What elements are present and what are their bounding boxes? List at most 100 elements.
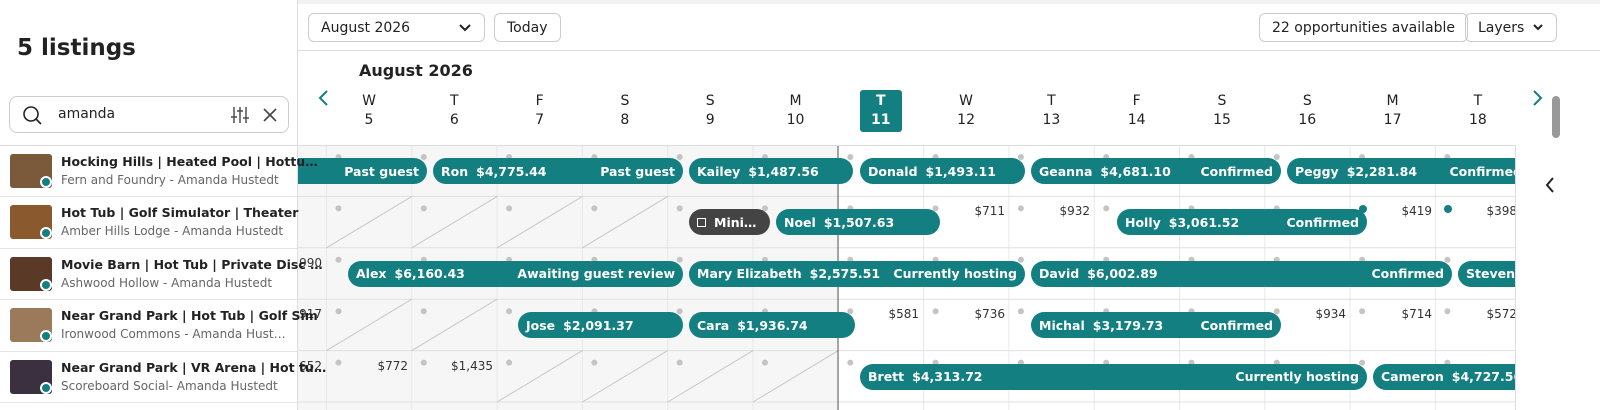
side-panel [1515, 145, 1600, 410]
cell-dot [335, 308, 342, 315]
weekday: S [620, 93, 630, 109]
cell-dot [335, 359, 342, 366]
clear-icon[interactable] [262, 107, 278, 123]
weekday: S [705, 93, 715, 109]
booking-bar[interactable]: Ron $4,775.44 Past guest [433, 158, 683, 184]
price: $398 [1486, 204, 1515, 219]
cell-dot [1273, 154, 1280, 160]
booking-bar[interactable]: Jose $2,091.37 [518, 312, 683, 339]
booking-bar[interactable]: Mini… [689, 209, 770, 236]
weekday: F [535, 93, 544, 109]
booking-amount: $2,091.37 [563, 317, 634, 333]
layers-button[interactable]: Layers [1465, 13, 1557, 42]
today-button[interactable]: Today [494, 13, 561, 42]
booking-bar[interactable]: Cara $1,936.74 [689, 312, 855, 339]
date: 18 [1468, 112, 1487, 128]
booking-guest: Mini… [714, 214, 757, 230]
blocked-cell [326, 195, 413, 249]
booking-bar[interactable]: Peggy $2,281.84 Confirmed [1287, 158, 1515, 184]
month-picker[interactable]: August 2026 [308, 13, 485, 42]
booking-guest: Peggy [1295, 163, 1339, 179]
scrollbar[interactable] [1552, 96, 1560, 138]
weekday: T [450, 93, 459, 109]
weekday: W [362, 93, 376, 109]
booking-bar[interactable]: David $6,002.89 Confirmed [1031, 260, 1452, 287]
booking-status: Confirmed [1371, 266, 1444, 282]
booking-bar[interactable]: Kailey $1,487.56 [689, 158, 853, 184]
listing-row[interactable]: Near Grand Park | VR Arena | Hot tu… Scor… [0, 352, 326, 403]
booking-bar[interactable]: Mary Elizabeth $2,575.51 Currently hosting [689, 260, 1025, 287]
search-text: amanda [58, 106, 116, 122]
booking-status: Past guest [600, 163, 675, 179]
cell-dot [420, 154, 427, 160]
cell-dot [420, 359, 427, 366]
toolbar-divider [298, 50, 1600, 51]
listing-row[interactable]: Movie Barn | Hot Tub | Private Disc … Ash… [0, 249, 323, 301]
blocked-cell [496, 195, 583, 249]
blocked-cell [582, 350, 668, 403]
blocked-cell [752, 350, 839, 403]
booking-guest: Jose [526, 317, 556, 333]
cell-dot [1359, 359, 1366, 366]
teal-dot [1444, 205, 1452, 213]
sidebar: 5 listings amanda Hocking Hills | Heated… [0, 0, 326, 410]
price: $714 [1401, 307, 1432, 322]
booking-bar[interactable]: Past guest [298, 158, 427, 184]
weekday: M [1386, 93, 1399, 109]
price: $572 [1486, 307, 1515, 322]
booking-status: Currently hosting [893, 266, 1017, 282]
booking-bar[interactable]: Donald $1,493.11 [860, 158, 1025, 184]
booking-guest: David [1039, 266, 1080, 282]
listing-subtitle: Ashwood Hollow - Amanda Hustedt [61, 275, 273, 290]
booking-status: Confirmed [1200, 163, 1273, 179]
price: $917 [298, 307, 322, 322]
filter-icon[interactable] [230, 105, 250, 125]
weekday: T [1473, 93, 1483, 109]
cell-dot [591, 205, 598, 212]
booking-bar[interactable]: Noel $1,507.63 [776, 209, 940, 236]
blocked-cell [496, 350, 583, 403]
booking-guest: Mary Elizabeth [697, 266, 802, 282]
booking-guest: Alex [356, 266, 387, 282]
price: $652 [298, 358, 322, 373]
next-arrow[interactable] [1531, 89, 1545, 107]
price: 990 [299, 255, 322, 270]
booking-bar[interactable]: Holly $3,061.52 Confirmed [1117, 209, 1367, 236]
booking-guest: Cara [697, 317, 730, 333]
booking-bar[interactable]: Michal $3,179.73 Confirmed [1031, 312, 1281, 339]
date: 13 [1042, 112, 1061, 128]
collapse-arrow[interactable] [1544, 176, 1556, 194]
cell-dot [847, 359, 854, 366]
booking-amount: $2,281.84 [1346, 163, 1418, 179]
prev-arrow[interactable] [316, 89, 330, 107]
status-dot [40, 381, 52, 394]
search-icon [23, 106, 42, 125]
opportunities-button[interactable]: 22 opportunities available [1259, 13, 1468, 42]
date: 15 [1213, 112, 1231, 128]
booking-amount: $6,002.89 [1087, 266, 1158, 282]
listing-row[interactable]: Near Grand Park | Hot Tub | Golf Sim Iron… [0, 300, 318, 352]
cell-dot [676, 256, 683, 263]
booking-bar[interactable]: Steven [1458, 260, 1515, 287]
booking-amount: $6,160.43 [394, 266, 465, 282]
blocked-cell [411, 298, 498, 352]
booking-bar[interactable]: Geanna $4,681.10 Confirmed [1031, 158, 1281, 184]
listing-title: Hot Tub | Golf Simulator | Theater [61, 205, 299, 221]
booking-status: Currently hosting [1235, 369, 1359, 385]
listing-row[interactable]: Hocking Hills | Heated Pool | Hottu… Fern… [0, 146, 318, 198]
cell-dot [1017, 308, 1024, 315]
cell-dot [676, 359, 683, 366]
cell-dot [420, 205, 427, 212]
cell-dot [1444, 308, 1451, 315]
layers-label: Layers [1478, 19, 1525, 36]
top-strip [0, 0, 1600, 4]
sidebar-title: 5 listings [17, 35, 136, 61]
booking-bar[interactable]: Brett $4,313.72 Currently hosting [860, 363, 1367, 390]
booking-bar[interactable]: Alex $6,160.43 Awaiting guest review [348, 260, 683, 287]
date: 16 [1298, 112, 1317, 128]
price: $736 [974, 307, 1005, 322]
listing-row[interactable]: Hot Tub | Golf Simulator | Theater Amber … [0, 197, 299, 249]
booking-guest: Noel [784, 214, 816, 230]
booking-bar[interactable]: Cameron $4,727.56 [1373, 363, 1515, 390]
search-box[interactable]: amanda [9, 96, 289, 133]
